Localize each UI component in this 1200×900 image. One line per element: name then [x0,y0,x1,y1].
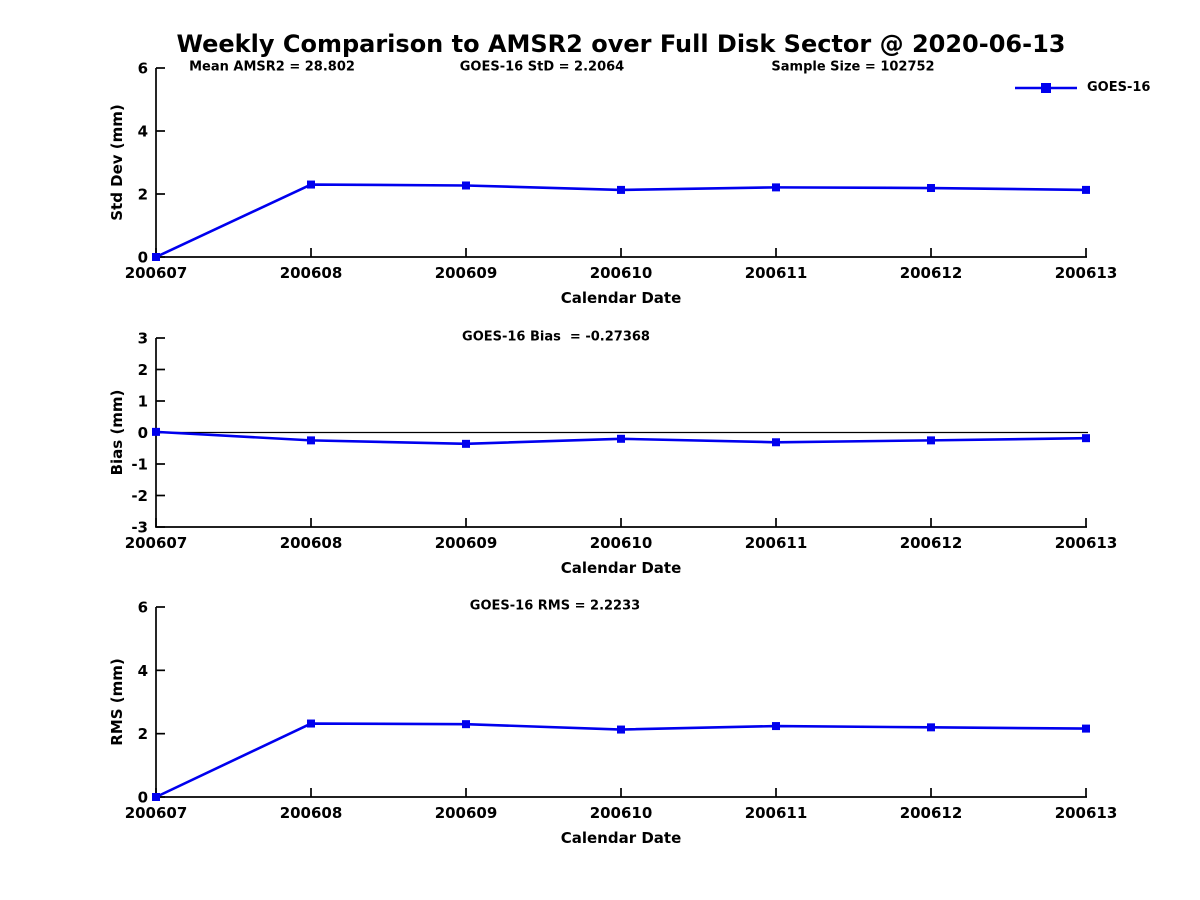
y-tick-label: -1 [131,456,148,474]
figure-title: Weekly Comparison to AMSR2 over Full Dis… [176,30,1066,58]
x-tick-label: 200610 [590,804,653,822]
x-tick-label: 200608 [280,534,343,552]
legend-line-marker-icon [1015,82,1077,93]
annotation-mean-amsr2: Mean AMSR2 = 28.802 [189,59,355,75]
x-tick-label: 200610 [590,264,653,282]
x-tick-label: 200608 [280,804,343,822]
x-tick-label: 200610 [590,534,653,552]
subplot-bias: -3 -2 -1 0 1 2 3 200607 200608 200609 200610 200611… [108,330,1117,578]
series-line-goes-16 [155,183,1087,259]
x-tick-label: 200613 [1055,804,1118,822]
y-tick-label: 2 [138,361,148,379]
data-point-marker [617,725,625,734]
data-point-marker [1082,185,1090,194]
annotation-goes16-bias: GOES-16 Bias = -0.27368 [462,329,650,345]
legend: GOES-16 [1014,80,1150,95]
y-tick-label: 4 [138,123,148,141]
data-point-marker [307,436,315,445]
x-axis-label: Calendar Date [561,829,682,847]
legend-square-marker [1041,82,1051,93]
y-tick-label: 0 [138,424,148,442]
data-point-marker [772,183,780,192]
y-tick-label: 6 [138,599,148,617]
x-tick-label: 200609 [435,804,498,822]
y-tick-label: -2 [131,487,148,505]
x-tick-label: 200607 [125,534,188,552]
annotation-goes16-rms: GOES-16 RMS = 2.2233 [469,598,641,614]
x-tick-label: 200609 [435,264,498,282]
data-point-marker [462,181,470,190]
x-tick-label: 200611 [745,264,808,282]
y-tick-label: 2 [138,186,148,204]
data-point-marker [307,180,315,189]
y-tick-label: 2 [138,725,148,743]
x-tick-label: 200611 [745,534,808,552]
annotation-sample-size: Sample Size = 102752 [771,59,935,75]
x-tick-label: 200612 [900,534,963,552]
data-point-marker [1082,724,1090,733]
y-tick-label: 0 [138,789,148,807]
x-axis-label: Calendar Date [561,559,682,577]
y-tick-label: 6 [138,60,148,78]
data-point-marker [152,793,160,801]
data-point-marker [772,438,780,447]
subplot-rms: 0 2 4 6 200607 200608 200609 200610 200611 200612… [108,599,1117,848]
subplot-std-dev: 0 2 4 6 200607 200608 200609 200610 200611 200612… [108,60,1117,308]
x-tick-label: 200608 [280,264,343,282]
data-point-marker [927,184,935,193]
x-tick-label: 200607 [125,804,188,822]
y-axis-label: RMS (mm) [108,658,126,745]
annotation-goes16-std: GOES-16 StD = 2.2064 [459,59,625,75]
x-tick-label: 200612 [900,804,963,822]
x-tick-label: 200613 [1055,264,1118,282]
data-point-marker [152,427,160,436]
data-point-marker [307,719,315,728]
y-tick-label: 4 [138,662,148,680]
x-tick-label: 200607 [125,264,188,282]
series-line-goes-16 [155,722,1087,799]
legend-label: GOES-16 [1087,80,1151,95]
x-tick-label: 200611 [745,804,808,822]
data-point-marker [927,436,935,445]
data-point-marker [462,720,470,729]
y-tick-label: -3 [131,519,148,537]
data-point-marker [617,434,625,443]
y-tick-label: 3 [138,330,148,348]
data-point-marker [927,723,935,732]
data-point-marker [462,439,470,448]
x-tick-label: 200612 [900,264,963,282]
x-axis-label: Calendar Date [561,289,682,307]
y-axis-label: Std Dev (mm) [108,104,126,221]
data-point-marker [617,185,625,194]
x-tick-label: 200613 [1055,534,1118,552]
y-tick-label: 1 [138,393,148,411]
data-point-marker [152,253,160,261]
x-tick-label: 200609 [435,534,498,552]
y-tick-label: 0 [138,249,148,267]
y-axis-label: Bias (mm) [108,390,126,476]
data-point-marker [772,722,780,731]
data-point-marker [1082,434,1090,443]
